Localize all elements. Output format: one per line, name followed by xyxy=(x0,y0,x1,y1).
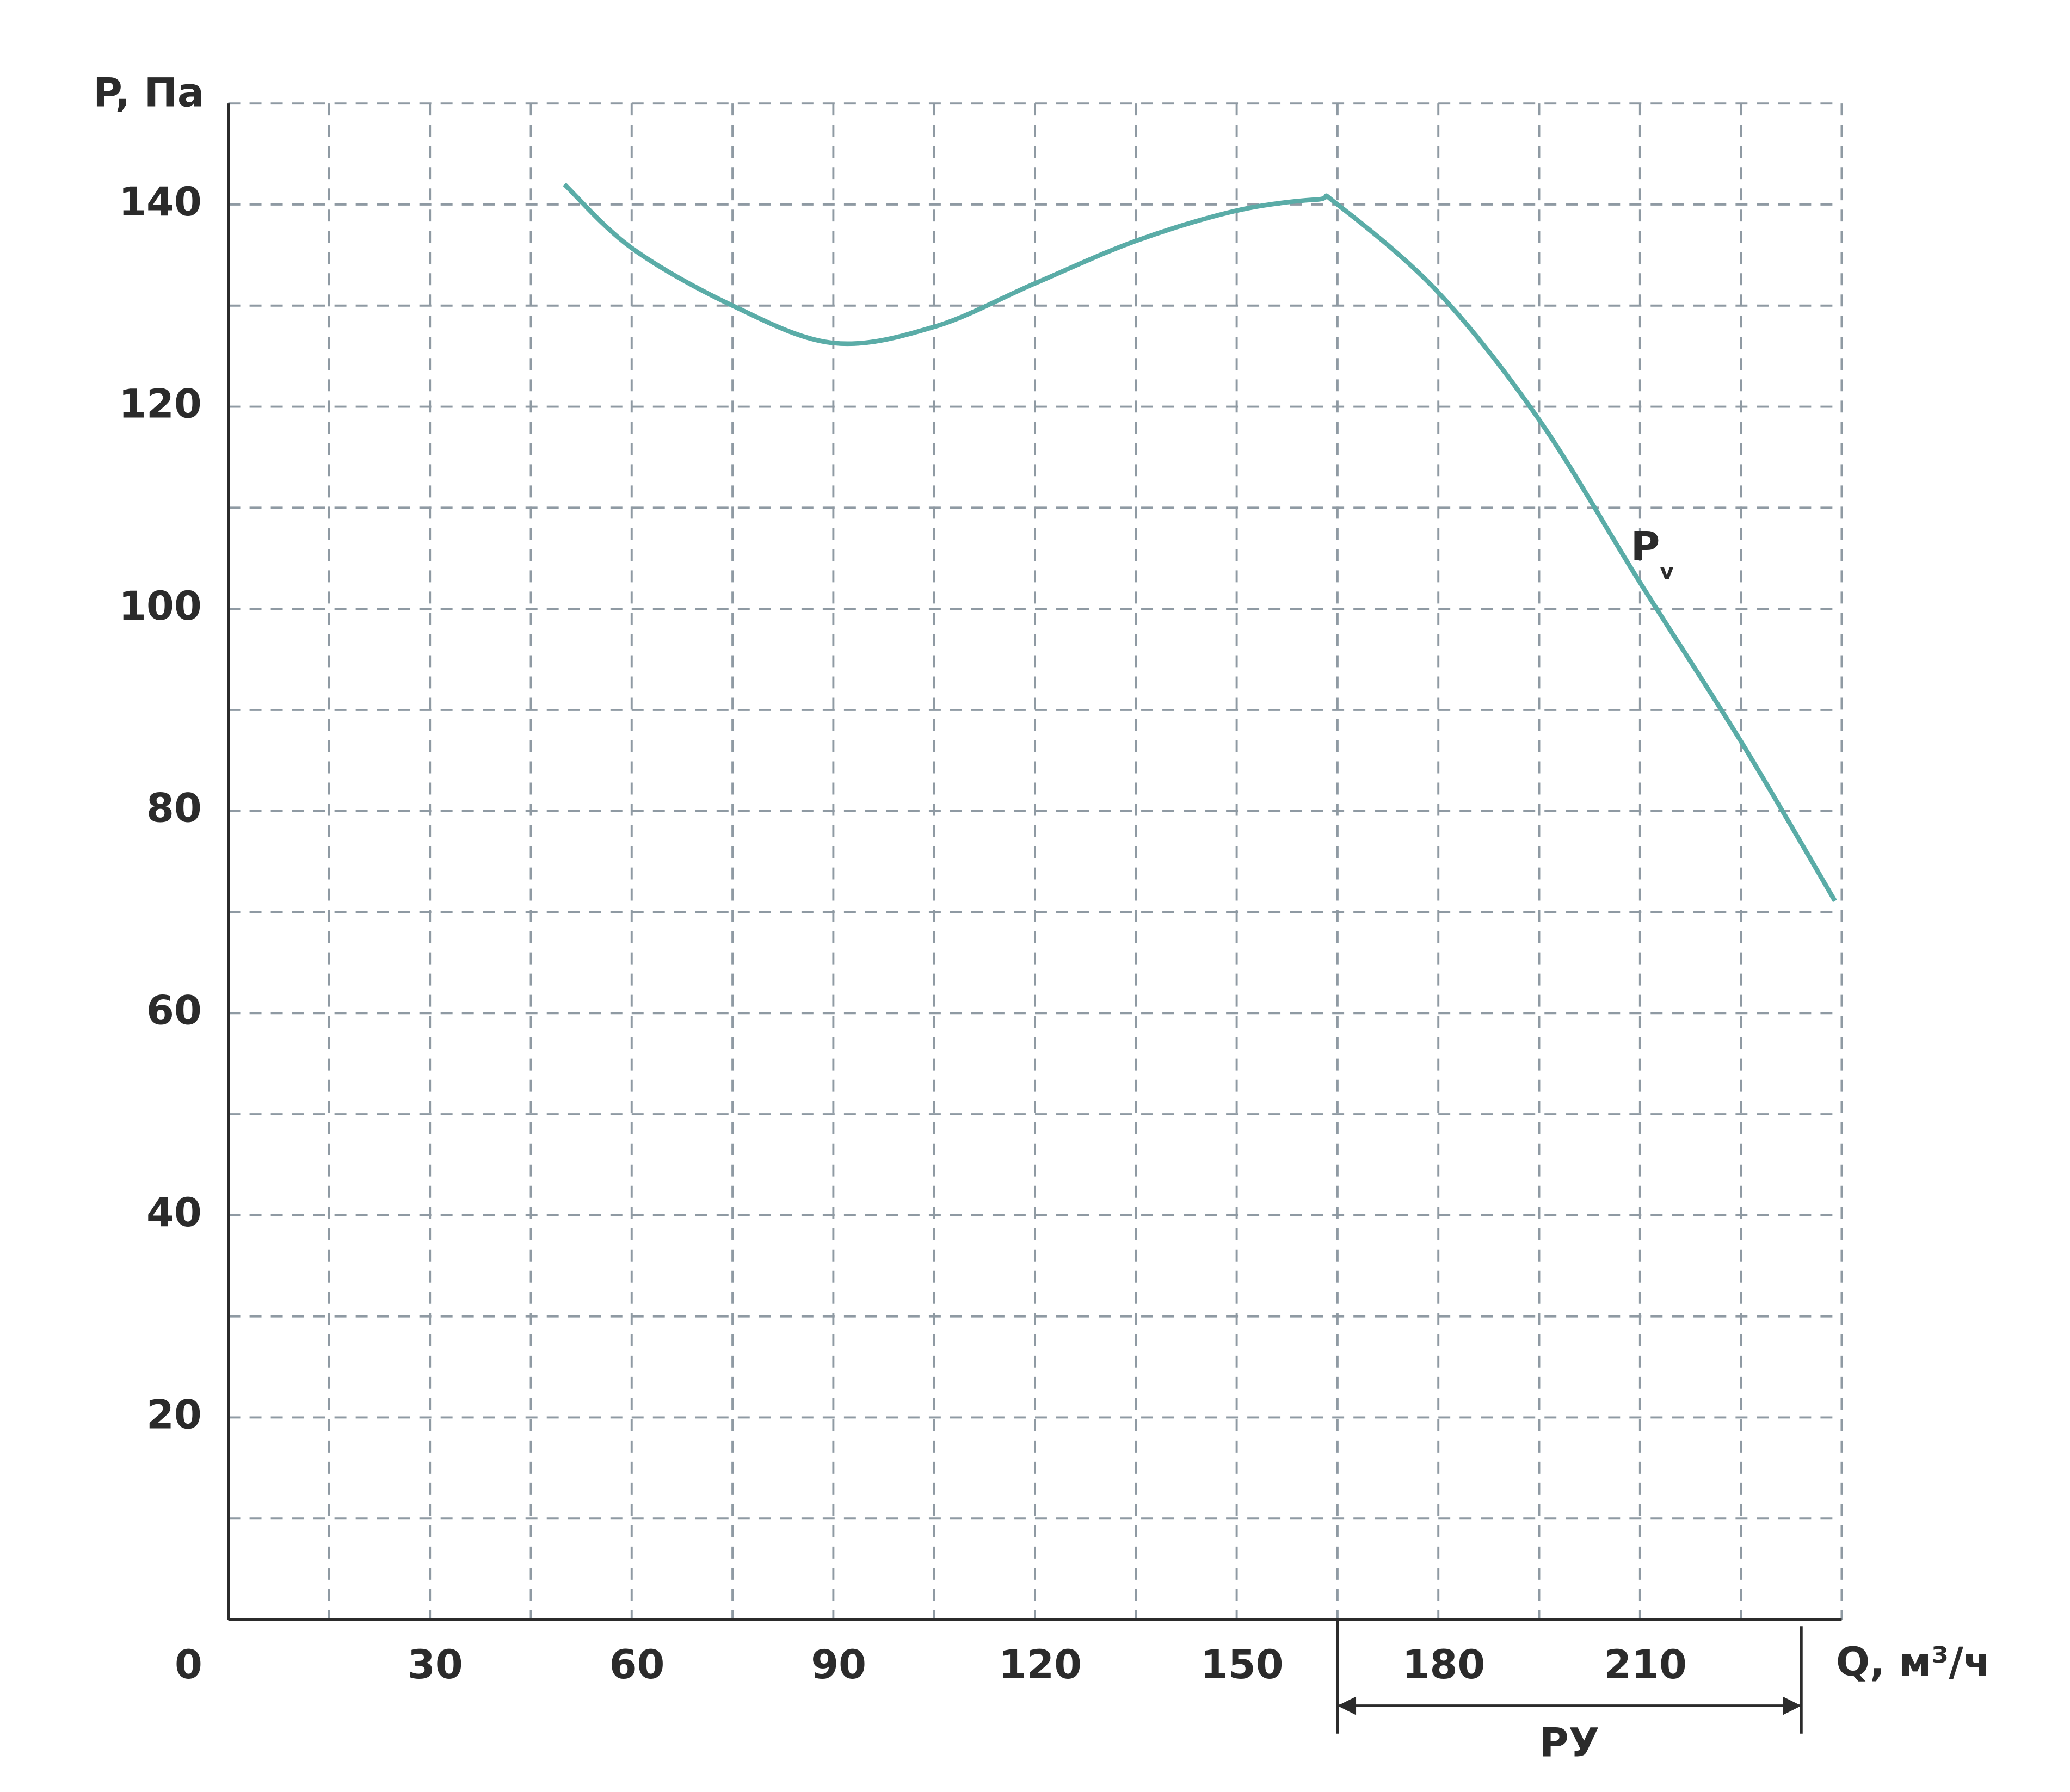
y-axis-label: P, Па xyxy=(93,70,204,116)
range-label: РУ xyxy=(1539,1720,1599,1766)
y-tick-label: 60 xyxy=(146,987,202,1034)
y-tick-label: 140 xyxy=(119,179,202,225)
x-axis-label: Q, м³/ч xyxy=(1836,1639,1991,1685)
y-tick-label: 40 xyxy=(146,1190,202,1236)
x-tick-label: 120 xyxy=(999,1642,1082,1688)
line-series xyxy=(563,182,1837,903)
series-label: P xyxy=(1631,523,1660,570)
x-tick-label: 0 xyxy=(175,1642,202,1688)
y-tick-label: 100 xyxy=(119,583,202,629)
x-tick-label: 60 xyxy=(609,1642,665,1688)
x-tick-label: 90 xyxy=(811,1642,866,1688)
series-label-sub: v xyxy=(1660,560,1673,584)
x-tick-label: 150 xyxy=(1200,1642,1284,1688)
y-tick-label: 120 xyxy=(119,381,202,428)
x-tick-label: 180 xyxy=(1402,1642,1486,1688)
x-tick-label: 210 xyxy=(1604,1642,1687,1688)
y-tick-label: 20 xyxy=(146,1392,202,1438)
y-tick-label: 80 xyxy=(146,786,202,832)
x-tick-label: 30 xyxy=(408,1642,463,1688)
